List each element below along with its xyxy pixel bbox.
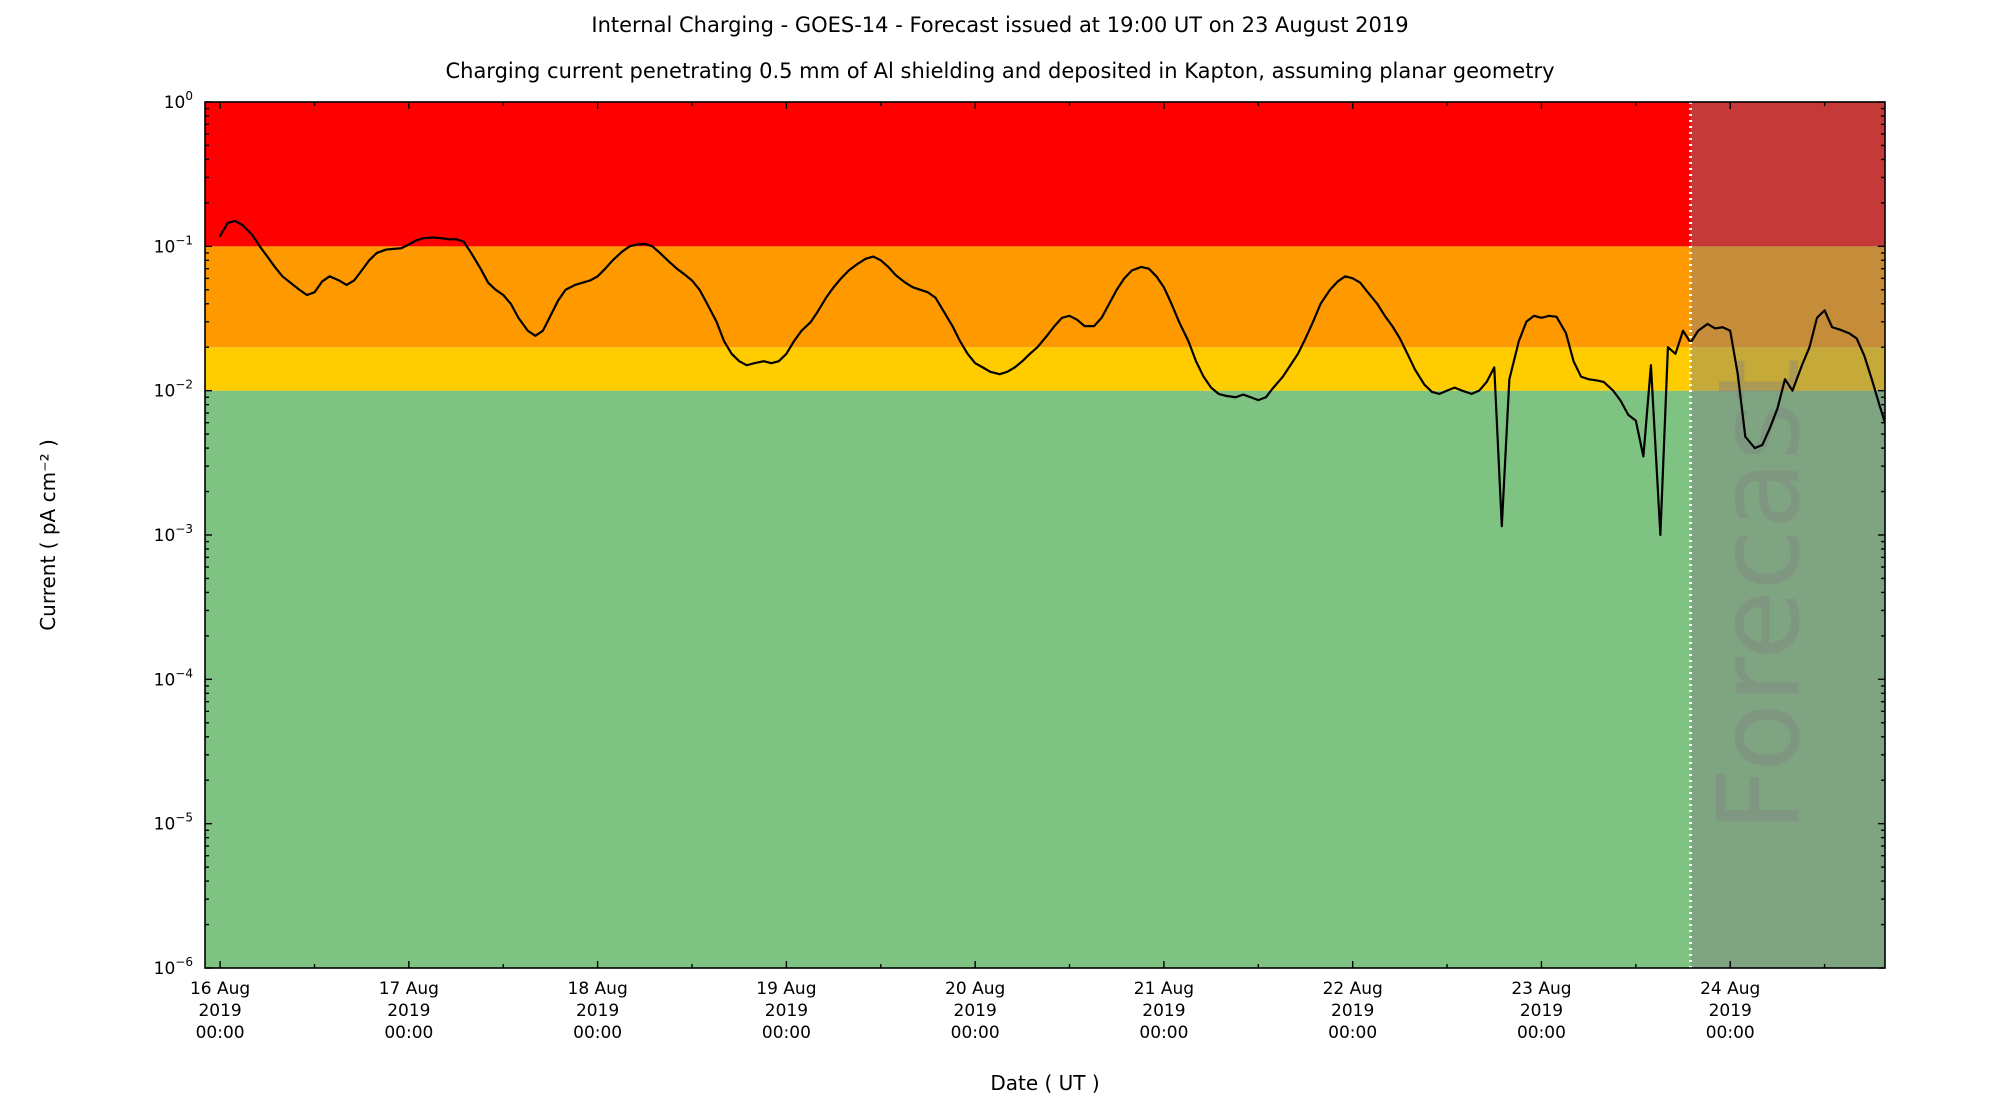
risk-band-red xyxy=(205,102,1885,247)
x-tick-label-line: 00:00 xyxy=(1706,1023,1755,1043)
x-tick-label-line: 2019 xyxy=(1520,1001,1563,1021)
series-line-charging-current xyxy=(219,219,1885,537)
x-tick-label-line: 00:00 xyxy=(762,1023,811,1043)
x-tick-label-line: 17 Aug xyxy=(379,979,439,999)
x-tick-label-line: 2019 xyxy=(576,1001,619,1021)
x-tick-label-line: 22 Aug xyxy=(1323,979,1383,999)
chart-subtitle: Charging current penetrating 0.5 mm of A… xyxy=(445,59,1555,83)
x-tick-label-line: 19 Aug xyxy=(756,979,816,999)
x-tick-label-line: 00:00 xyxy=(951,1023,1000,1043)
x-tick-label-line: 00:00 xyxy=(1139,1023,1188,1043)
x-tick-label-line: 00:00 xyxy=(1328,1023,1377,1043)
y-tick-label: 10−3 xyxy=(154,522,193,546)
risk-band-orange xyxy=(205,246,1885,348)
x-tick-label-line: 00:00 xyxy=(196,1023,245,1043)
x-tick-label-line: 2019 xyxy=(1142,1001,1185,1021)
y-tick-label: 100 xyxy=(164,89,193,113)
risk-band-green xyxy=(205,390,1885,969)
axis-titles: Date ( UT ) Current ( pA cm⁻² ) xyxy=(36,439,1100,1095)
y-axis-title: Current ( pA cm⁻² ) xyxy=(36,439,60,631)
y-tick-label: 10−6 xyxy=(154,955,193,979)
forecast-overlay xyxy=(1690,102,1885,968)
y-tick-label: 10−4 xyxy=(154,666,193,690)
risk-band-yellow xyxy=(205,347,1885,391)
x-tick-label-line: 2019 xyxy=(198,1001,241,1021)
forecast-watermark: Forecast xyxy=(1695,358,1825,832)
y-tick-label: 10−1 xyxy=(154,233,193,257)
x-tick-label-line: 2019 xyxy=(387,1001,430,1021)
x-tick-label-line: 2019 xyxy=(954,1001,997,1021)
x-tick-label-line: 2019 xyxy=(1331,1001,1374,1021)
x-tick-label-line: 18 Aug xyxy=(568,979,628,999)
chart-title: Internal Charging - GOES-14 - Forecast i… xyxy=(591,13,1409,37)
risk-band-group xyxy=(205,102,1885,969)
charging-current-curve xyxy=(219,219,1885,537)
x-axis-title: Date ( UT ) xyxy=(990,1071,1099,1095)
x-tick-label-line: 23 Aug xyxy=(1511,979,1571,999)
y-tick-label: 10−2 xyxy=(154,378,193,402)
x-tick-label-line: 21 Aug xyxy=(1134,979,1194,999)
x-tick-label-line: 00:00 xyxy=(573,1023,622,1043)
plot-frame xyxy=(204,101,1886,969)
x-tick-label-line: 20 Aug xyxy=(945,979,1005,999)
x-tick-label-line: 16 Aug xyxy=(190,979,250,999)
forecast-watermark-text: Forecast xyxy=(1695,358,1825,832)
x-tick-label-line: 2019 xyxy=(1709,1001,1752,1021)
x-tick-label-line: 2019 xyxy=(765,1001,808,1021)
x-tick-label-line: 00:00 xyxy=(384,1023,433,1043)
forecast-shading-group xyxy=(1690,102,1885,968)
y-tick-label: 10−5 xyxy=(154,811,193,835)
x-tick-label-line: 00:00 xyxy=(1517,1023,1566,1043)
x-tick-label-line: 24 Aug xyxy=(1700,979,1760,999)
axes-frame xyxy=(204,101,1886,969)
